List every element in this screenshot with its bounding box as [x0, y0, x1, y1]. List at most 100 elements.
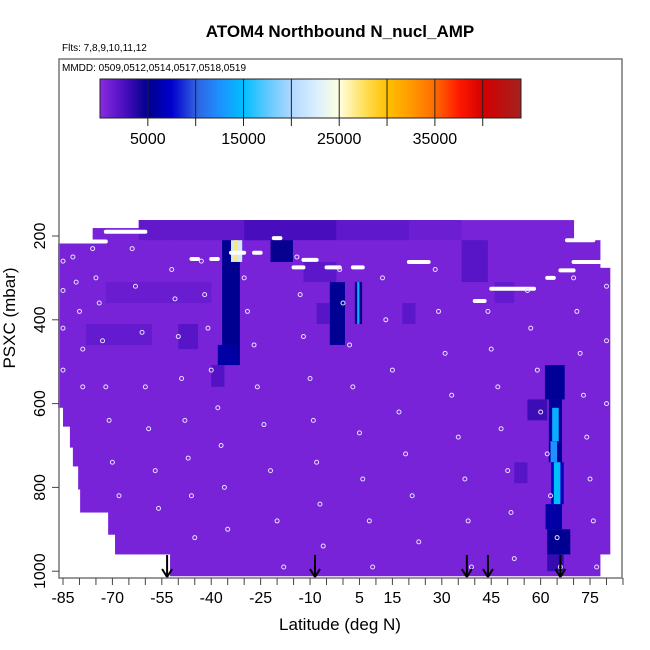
data-marker [347, 342, 353, 348]
heatmap-cell [316, 303, 330, 324]
data-marker [60, 258, 66, 264]
y-tick-label: 1000 [32, 553, 49, 589]
data-marker [416, 539, 422, 545]
heatmap-cell [552, 407, 559, 442]
data-marker [60, 287, 66, 293]
data-marker [380, 275, 386, 281]
plot-area [57, 220, 611, 579]
data-marker [337, 267, 343, 273]
y-axis-label: PSXC (mbar) [0, 267, 19, 368]
data-marker [577, 350, 583, 356]
heatmap-cell [329, 282, 345, 345]
data-marker [350, 384, 356, 390]
y-tick-label: 400 [32, 306, 49, 333]
data-marker [396, 409, 402, 415]
data-marker [139, 329, 145, 335]
arrow-head [460, 568, 473, 579]
coverage-cell [560, 220, 575, 577]
arrow-head [309, 568, 321, 579]
data-marker [274, 518, 280, 524]
heatmap-cell [336, 220, 409, 241]
data-marker [172, 296, 178, 302]
x-tick-label: -55 [150, 590, 173, 607]
colorbar-bar [99, 78, 522, 119]
data-marker [604, 283, 610, 289]
data-marker [370, 564, 376, 570]
data-marker [73, 279, 79, 285]
data-marker [241, 275, 247, 281]
data-marker [383, 317, 389, 323]
coverage-cell [80, 243, 94, 513]
data-marker [300, 334, 306, 340]
data-marker [109, 459, 115, 465]
data-marker [215, 405, 221, 411]
heatmap-cell [105, 282, 212, 304]
colorbar-tick-label: 5000 [130, 131, 166, 148]
dates-subtitle: MMDD: 0509,0512,0514,0517,0518,0519 [62, 63, 246, 74]
data-marker [76, 308, 82, 314]
heatmap-cell [303, 261, 337, 283]
data-marker [485, 308, 491, 314]
latitude-arrow [460, 555, 473, 579]
heatmap-cell [222, 261, 240, 366]
data-marker [495, 384, 501, 390]
heatmap-cell [244, 220, 337, 241]
flights-subtitle: Flts: 7,8,9,10,11,12 [62, 43, 147, 54]
data-marker [268, 468, 274, 474]
data-marker [409, 493, 415, 499]
data-marker [436, 308, 442, 314]
coverage-cell [92, 228, 109, 513]
arrow-head [161, 568, 173, 579]
heatmap-cell [270, 240, 293, 262]
data-marker [244, 308, 250, 314]
coverage-cell [72, 243, 79, 467]
data-marker [320, 543, 326, 549]
data-marker [590, 518, 596, 524]
coverage-cell [58, 243, 64, 408]
data-marker [584, 434, 590, 440]
data-marker [554, 535, 560, 541]
data-marker [116, 493, 122, 499]
heatmap-cell [402, 303, 416, 324]
x-tick-label: 30 [433, 590, 451, 607]
heatmap-cell [178, 323, 199, 350]
data-marker [142, 384, 148, 390]
data-marker [389, 367, 395, 373]
data-marker [175, 334, 181, 340]
data-marker [580, 392, 586, 398]
coverage-cell [138, 220, 171, 555]
x-tick-label: 60 [532, 590, 550, 607]
colorbar: 5000 15000 25000 35000 [99, 78, 522, 148]
data-marker [571, 275, 577, 281]
data-marker [202, 292, 208, 298]
data-marker [225, 526, 231, 532]
latitude-arrow [554, 555, 567, 579]
data-marker [254, 384, 260, 390]
data-marker [294, 254, 300, 260]
plot-frame [58, 58, 623, 579]
data-marker [152, 468, 158, 474]
data-marker [310, 417, 316, 423]
data-marker [96, 300, 102, 306]
data-marker [317, 501, 323, 507]
data-marker [80, 346, 86, 352]
data-marker [307, 375, 313, 381]
data-marker [205, 325, 211, 331]
data-marker [90, 246, 96, 252]
data-marker [60, 325, 66, 331]
colorbar-tick-label: 35000 [413, 131, 458, 148]
data-marker [538, 409, 544, 415]
coverage-cell [78, 243, 81, 490]
data-marker [218, 443, 224, 448]
x-tick-label: -70 [101, 590, 124, 607]
data-marker [356, 430, 362, 436]
data-marker [185, 455, 191, 461]
heatmap-cell [545, 504, 563, 530]
x-tick-label: 45 [482, 590, 500, 607]
data-marker [587, 476, 593, 482]
data-marker [106, 417, 112, 423]
heatmap-cell [550, 441, 558, 463]
data-marker [508, 510, 514, 516]
data-marker [251, 342, 257, 348]
